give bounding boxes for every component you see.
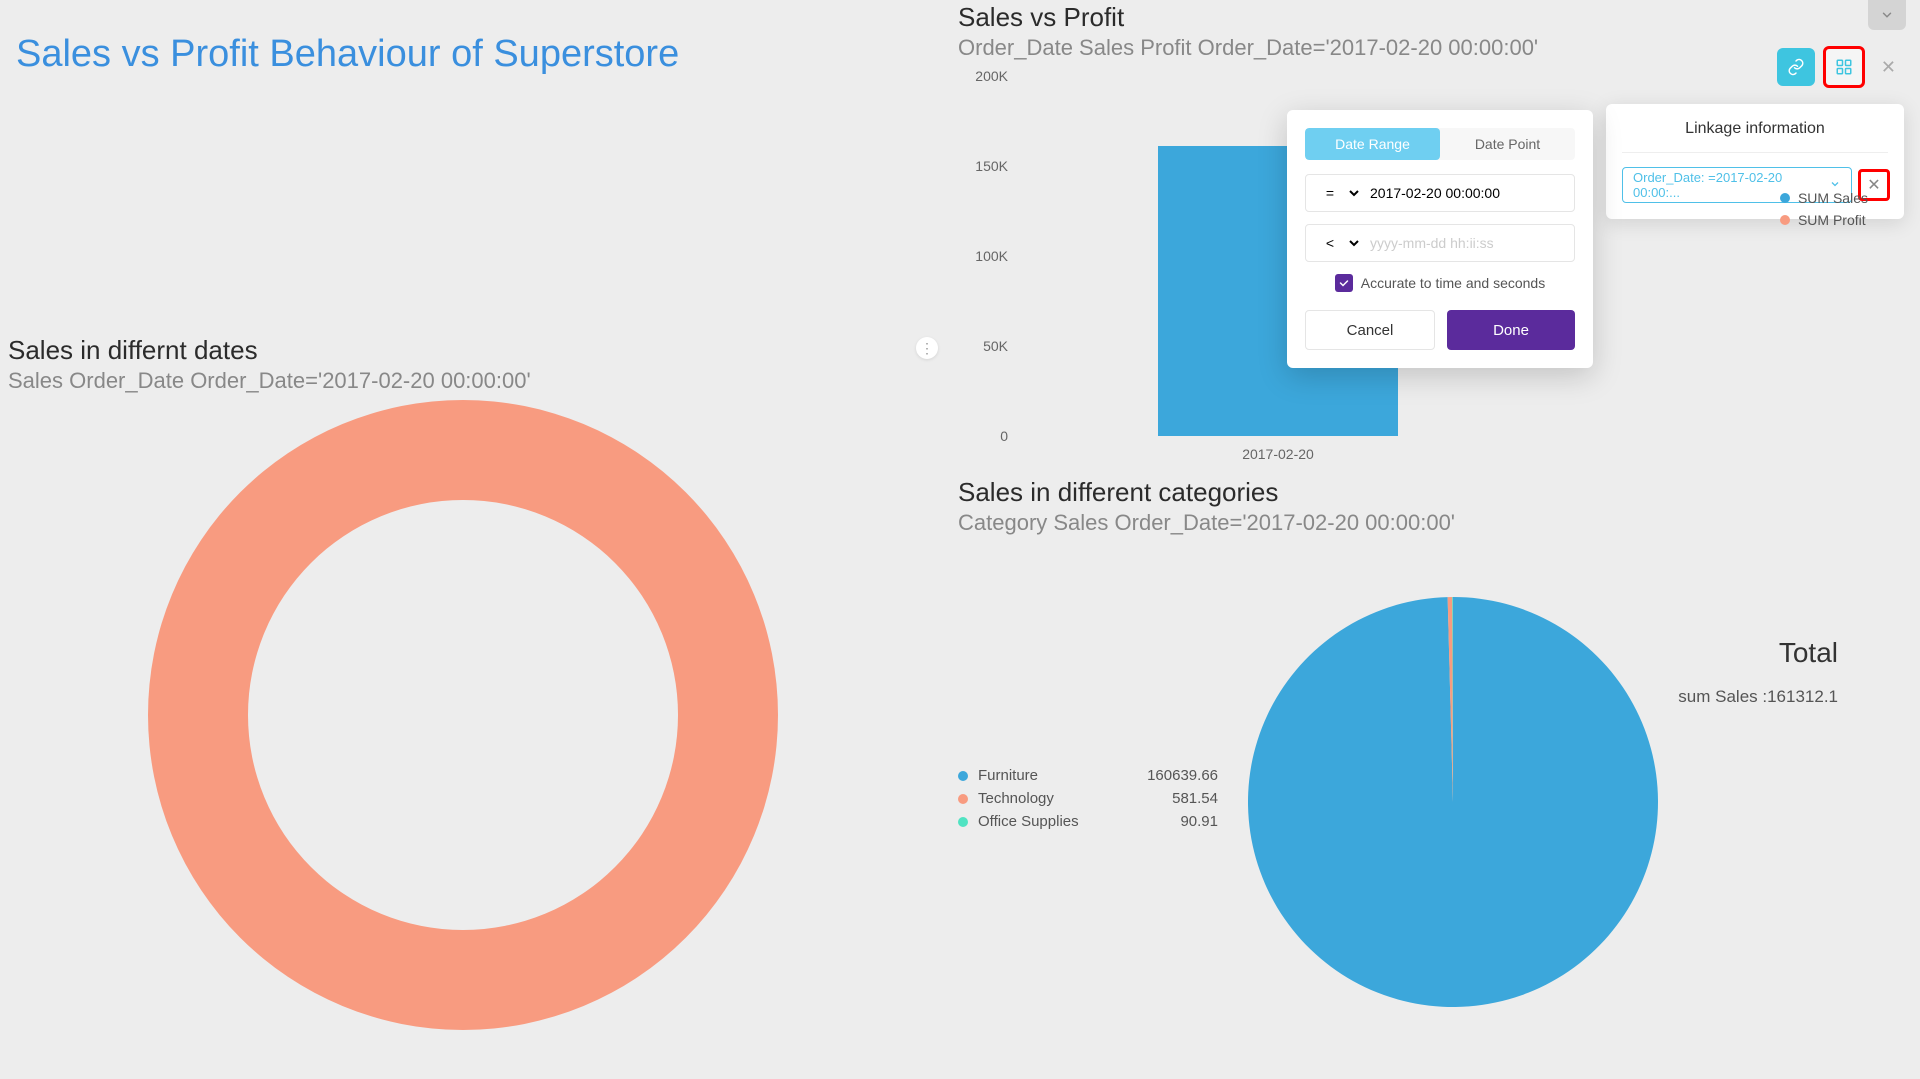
- accurate-checkbox[interactable]: [1335, 274, 1353, 292]
- bar-panel-subtitle: Order_Date Sales Profit Order_Date='2017…: [958, 35, 1898, 61]
- pie-total: Total sum Sales :161312.1: [1678, 637, 1838, 707]
- date-row-1: =: [1305, 174, 1575, 212]
- donut-panel-menu[interactable]: ⋮: [916, 337, 938, 359]
- legend-dot: [958, 771, 968, 781]
- pie-legend: Furniture160639.66 Technology581.54 Office…: [958, 767, 1218, 836]
- dashboard-title: Sales vs Profit Behaviour of Superstore: [16, 24, 679, 85]
- y-tick: 0: [958, 428, 1008, 444]
- y-tick: 200K: [958, 68, 1008, 84]
- y-tick: 100K: [958, 248, 1008, 264]
- legend-label: Technology: [978, 790, 1172, 807]
- bar-panel: Sales vs Profit Order_Date Sales Profit …: [958, 2, 1898, 61]
- legend-label: SUM Profit: [1798, 212, 1866, 228]
- pie-total-value: sum Sales :161312.1: [1678, 687, 1838, 707]
- pie-panel-subtitle: Category Sales Order_Date='2017-02-20 00…: [958, 510, 1898, 536]
- tab-date-point[interactable]: Date Point: [1440, 128, 1575, 160]
- legend-label: Furniture: [978, 767, 1147, 784]
- date-range-popup: Date Range Date Point = < Accurate to ti…: [1287, 110, 1593, 368]
- bar-panel-title: Sales vs Profit: [958, 2, 1898, 33]
- pie-legend-row: Office Supplies90.91: [958, 813, 1218, 830]
- legend-dot: [1780, 193, 1790, 203]
- tab-date-range[interactable]: Date Range: [1305, 128, 1440, 160]
- legend-label: Office Supplies: [978, 813, 1180, 830]
- donut-chart: [148, 400, 778, 1030]
- donut-panel: Sales in differnt dates Sales Order_Date…: [8, 335, 948, 394]
- y-tick: 50K: [958, 338, 1008, 354]
- accurate-checkbox-row: Accurate to time and seconds: [1305, 274, 1575, 292]
- y-tick: 150K: [958, 158, 1008, 174]
- legend-value: 581.54: [1172, 790, 1218, 807]
- date-popup-tabs: Date Range Date Point: [1305, 128, 1575, 160]
- legend-dot: [1780, 215, 1790, 225]
- date-input-2[interactable]: [1362, 228, 1570, 258]
- operator-select-1[interactable]: =: [1310, 178, 1362, 208]
- legend-value: 160639.66: [1147, 767, 1218, 784]
- x-tick: 2017-02-20: [1242, 446, 1314, 462]
- legend-dot: [958, 794, 968, 804]
- legend-dot: [958, 817, 968, 827]
- done-button[interactable]: Done: [1447, 310, 1575, 350]
- pie-legend-row: Furniture160639.66: [958, 767, 1218, 784]
- legend-label: SUM Sales: [1798, 190, 1868, 206]
- pie-panel: Sales in different categories Category S…: [958, 477, 1898, 536]
- accurate-checkbox-label: Accurate to time and seconds: [1361, 275, 1545, 291]
- cancel-button[interactable]: Cancel: [1305, 310, 1435, 350]
- donut-panel-subtitle: Sales Order_Date Order_Date='2017-02-20 …: [8, 368, 948, 394]
- donut-panel-title: Sales in differnt dates: [8, 335, 948, 366]
- bar-legend: SUM Sales SUM Profit: [1780, 190, 1868, 234]
- pie-total-label: Total: [1678, 637, 1838, 669]
- more-icon: ⋮: [920, 341, 934, 355]
- date-input-1[interactable]: [1362, 178, 1570, 208]
- legend-value: 90.91: [1180, 813, 1218, 830]
- date-row-2: <: [1305, 224, 1575, 262]
- pie-panel-title: Sales in different categories: [958, 477, 1898, 508]
- pie-legend-row: Technology581.54: [958, 790, 1218, 807]
- operator-select-2[interactable]: <: [1310, 228, 1362, 258]
- pie-chart: [1248, 597, 1658, 1007]
